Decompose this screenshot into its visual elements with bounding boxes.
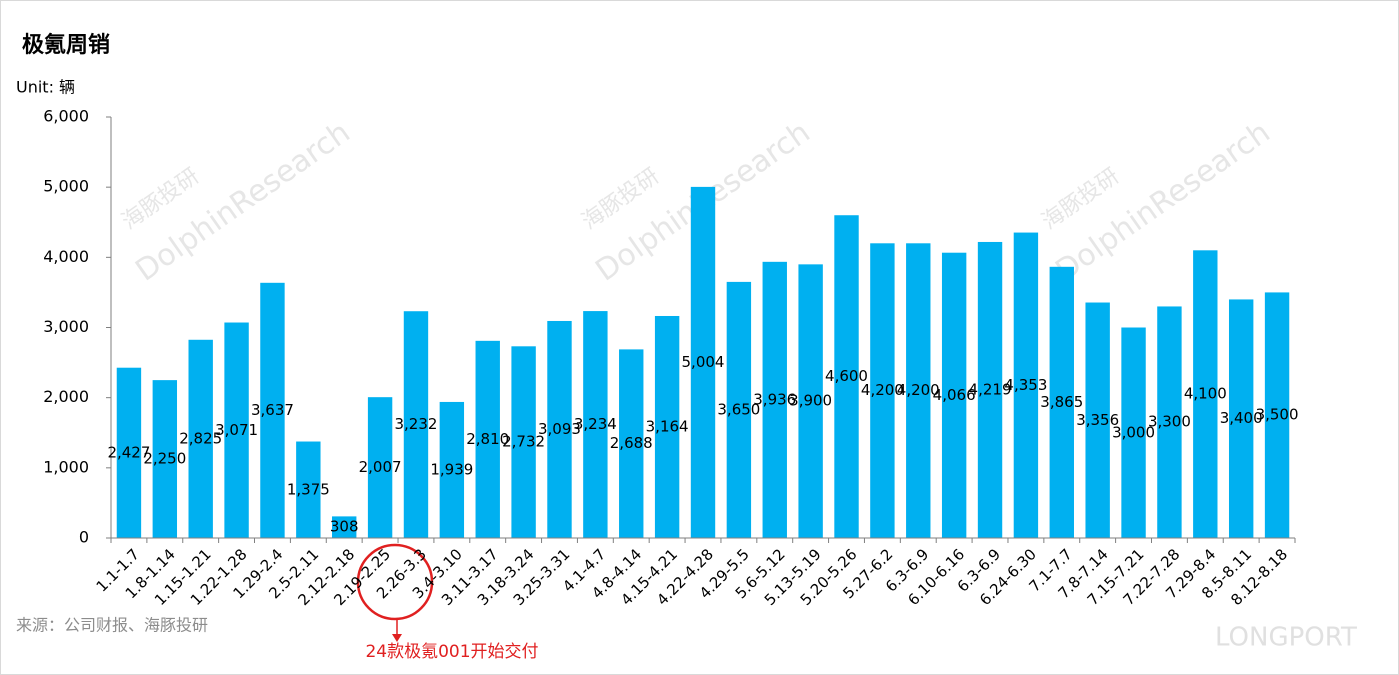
data-label: 3,300: [1148, 413, 1191, 431]
data-label: 3,071: [215, 421, 258, 439]
data-label: 3,234: [574, 415, 617, 433]
bar: [654, 315, 680, 538]
data-label: 308: [330, 518, 359, 536]
data-label: 3,650: [717, 400, 760, 418]
bar: [439, 401, 465, 538]
bar: [798, 264, 823, 538]
data-label: 4,219: [969, 380, 1012, 398]
data-label: 4,066: [933, 386, 976, 404]
bar: [1013, 232, 1039, 538]
data-label: 2,688: [610, 434, 653, 452]
y-tick-label: 3,000: [43, 317, 89, 336]
data-label: 1,375: [287, 480, 330, 498]
y-tick-label: 4,000: [43, 247, 89, 266]
data-label: 3,637: [251, 401, 294, 419]
data-label: 3,865: [1040, 393, 1083, 411]
y-tick-label: 5,000: [43, 177, 89, 196]
data-label: 3,356: [1076, 411, 1119, 429]
data-label: 1,939: [430, 460, 473, 478]
data-label: 3,400: [1220, 409, 1263, 427]
arrow-head: [392, 634, 402, 642]
bar: [403, 311, 429, 538]
data-label: 3,000: [1112, 423, 1155, 441]
y-tick-label: 6,000: [43, 107, 89, 126]
bar: [1157, 306, 1182, 538]
bar: [116, 367, 142, 538]
data-label: 3,093: [538, 420, 581, 438]
data-label: 5,004: [682, 353, 725, 371]
data-label: 3,500: [1256, 406, 1299, 424]
bar: [690, 186, 716, 539]
data-label: 2,810: [466, 430, 509, 448]
data-label: 2,250: [143, 450, 186, 468]
bar: [834, 215, 859, 538]
bar: [152, 380, 178, 538]
bar: [367, 397, 393, 538]
data-label: 2,007: [359, 458, 402, 476]
data-label: 3,164: [646, 417, 689, 435]
highlight-circle: [356, 543, 434, 621]
bar: [547, 320, 572, 538]
bar: [906, 243, 931, 539]
data-label: 2,825: [179, 429, 222, 447]
data-label: 4,353: [1004, 376, 1047, 394]
y-tick-label: 1,000: [43, 457, 89, 476]
bar: [1264, 292, 1290, 538]
bar: [726, 281, 752, 538]
annotation: 24款极氪001开始交付: [365, 642, 538, 662]
data-label: 4,200: [897, 381, 940, 399]
y-tick-label: 0: [79, 528, 89, 547]
bar: [224, 322, 249, 538]
bar: [1049, 266, 1074, 538]
data-label: 3,232: [394, 415, 437, 433]
bar: [1121, 327, 1146, 538]
bar: [475, 340, 500, 538]
data-label: 4,100: [1184, 385, 1227, 403]
data-label: 3,900: [789, 392, 832, 410]
data-label: 4,200: [861, 381, 904, 399]
bar: [619, 349, 644, 538]
data-label: 2,732: [502, 433, 545, 451]
bar: [1228, 299, 1254, 538]
bar: [977, 241, 1003, 538]
bar: [511, 346, 536, 538]
bar: [1085, 302, 1110, 538]
bar: [188, 339, 213, 538]
data-label: 2,427: [107, 443, 150, 461]
source: 来源：公司财报、海豚投研: [16, 616, 208, 635]
data-label: 3,936: [753, 390, 796, 408]
bar: [762, 261, 787, 538]
bar: [332, 516, 357, 538]
chart-title: 极氪周销: [22, 32, 110, 58]
bar: [1193, 250, 1218, 539]
bar: [260, 282, 285, 538]
bar: [941, 252, 967, 538]
unit-label: Unit: 辆: [16, 78, 75, 97]
data-label: 4,600: [825, 367, 868, 385]
logo: LONGPORT: [1215, 623, 1357, 653]
y-tick-label: 2,000: [43, 387, 89, 406]
bar: [583, 311, 608, 538]
bar: [870, 243, 895, 539]
bar: [296, 441, 321, 538]
